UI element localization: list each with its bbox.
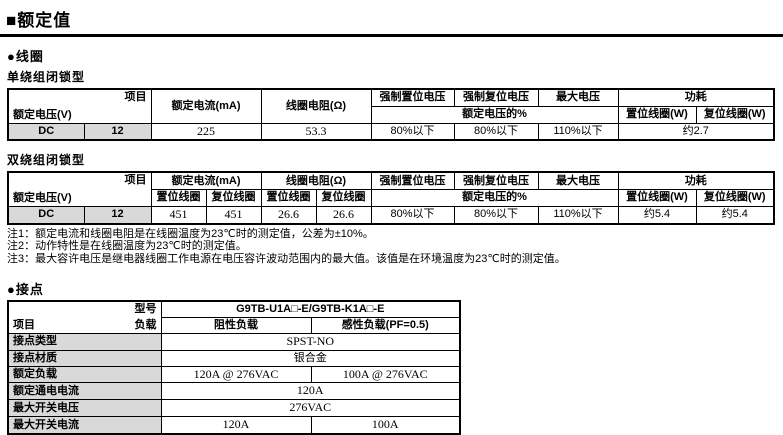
must-reset-voltage-cell: 80%以下 xyxy=(453,122,539,141)
set-coil-subheader: 置位线圈 xyxy=(260,188,317,207)
coil-section-heading: ●线圈 xyxy=(7,49,44,64)
double-coil-table: 项目 额定电压(V) 额定电流(mA) 线圈电阻(Ω) 强制置位电压 强制复位电… xyxy=(7,171,775,225)
rated-load-label: 额定负载 xyxy=(7,365,162,384)
contact-section-heading: ●接点 xyxy=(7,282,44,298)
title-rule xyxy=(0,34,783,37)
corner-item-label: 项目 xyxy=(124,174,147,187)
set-resistance-cell: 26.6 xyxy=(260,205,317,225)
contact-material-value: 银合金 xyxy=(160,349,461,367)
rated-current-header: 额定电流(mA) xyxy=(150,88,262,124)
page-title: ■额定值 xyxy=(6,11,72,30)
corner-voltage-label: 额定电压(V) xyxy=(13,192,72,205)
coil-resistance-header: 线圈电阻(Ω) xyxy=(260,171,372,190)
single-coil-subtitle: 单绕组闭锁型 xyxy=(7,70,86,84)
reset-coil-w-header: 复位线圈(W) xyxy=(695,188,775,207)
coil-resistance-cell: 53.3 xyxy=(260,122,372,141)
reset-coil-subheader: 复位线圈 xyxy=(315,188,372,207)
rated-load-resistive-value: 120A @ 276VAC xyxy=(160,365,312,384)
power-header: 功耗 xyxy=(617,171,775,190)
set-coil-w-header: 置位线圈(W) xyxy=(617,188,697,207)
must-set-voltage-header: 强制置位电压 xyxy=(370,171,455,190)
resistive-load-header: 阻性负载 xyxy=(160,316,312,334)
max-voltage-header: 最大电压 xyxy=(537,171,619,190)
corner-item-label: 项目 xyxy=(124,91,147,103)
voltage-value-cell: 12 xyxy=(83,122,152,141)
contact-type-value: SPST-NO xyxy=(160,332,461,351)
set-coil-subheader: 置位线圈 xyxy=(150,188,207,207)
max-voltage-cell: 110%以下 xyxy=(537,205,619,225)
max-switching-current-inductive-value: 100A xyxy=(310,415,461,435)
must-reset-voltage-header: 强制复位电压 xyxy=(453,171,539,190)
corner-header-cell: 项目 额定电压(V) xyxy=(7,171,152,207)
rated-current-header: 额定电流(mA) xyxy=(150,171,262,190)
contact-table: 型号 项目 负载 G9TB-U1A□-E/G9TB-K1A□-E 阻性负载 感性… xyxy=(7,300,461,435)
max-voltage-header: 最大电压 xyxy=(537,88,619,107)
reset-power-cell: 约5.4 xyxy=(695,205,775,225)
max-switching-current-resistive-value: 120A xyxy=(160,415,312,435)
reset-coil-w-header: 复位线圈(W) xyxy=(695,105,775,124)
corner-item-label: 项目 xyxy=(13,319,35,332)
pct-of-rated-header: 额定电压的% xyxy=(370,105,619,124)
max-switching-current-label: 最大开关电流 xyxy=(7,415,162,435)
datasheet-page: ■额定值 ●线圈 单绕组闭锁型 项目 额定电压(V) 额定电流(mA) 线圈电阻… xyxy=(0,11,783,435)
contact-corner-cell: 型号 项目 负载 xyxy=(7,300,162,334)
table-row: 最大开关电流 120A 100A xyxy=(7,415,461,435)
rated-carry-current-label: 额定通电电流 xyxy=(7,382,162,401)
must-set-voltage-header: 强制置位电压 xyxy=(370,88,455,107)
rated-current-cell: 225 xyxy=(150,122,262,141)
double-coil-subtitle: 双绕组闭锁型 xyxy=(7,153,86,168)
note-2: 注2：动作特性是在线圈温度为23℃时的测定值。 xyxy=(7,240,247,253)
table-row: 额定通电电流 120A xyxy=(7,382,461,401)
note-1: 注1：额定电流和线圈电阻是在线圈温度为23℃时的测定值，公差为±10%。 xyxy=(7,227,374,240)
coil-resistance-header: 线圈电阻(Ω) xyxy=(260,88,372,124)
contact-type-label: 接点类型 xyxy=(7,332,162,351)
voltage-value-cell: 12 xyxy=(83,205,152,225)
set-coil-w-header: 置位线圈(W) xyxy=(617,105,697,124)
contact-material-label: 接点材质 xyxy=(7,349,162,367)
set-power-cell: 约5.4 xyxy=(617,205,697,225)
notes: 注1：额定电流和线圈电阻是在线圈温度为23℃时的测定值，公差为±10%。 注2：… xyxy=(7,227,783,266)
corner-model-label: 型号 xyxy=(134,303,157,316)
inductive-load-header: 感性负载(PF=0.5) xyxy=(310,316,461,334)
must-reset-voltage-cell: 80%以下 xyxy=(453,205,539,225)
must-set-voltage-cell: 80%以下 xyxy=(370,205,455,225)
voltage-type-cell: DC xyxy=(7,205,85,225)
power-cell: 约2.7 xyxy=(617,122,775,141)
max-switching-voltage-value: 276VAC xyxy=(160,399,461,417)
reset-resistance-cell: 26.6 xyxy=(315,205,372,225)
must-reset-voltage-header: 强制复位电压 xyxy=(453,88,539,107)
max-voltage-cell: 110%以下 xyxy=(537,122,619,141)
corner-load-label: 负载 xyxy=(134,319,157,332)
rated-carry-current-value: 120A xyxy=(160,382,461,401)
set-current-cell: 451 xyxy=(150,205,207,225)
table-row: 额定负载 120A @ 276VAC 100A @ 276VAC xyxy=(7,365,461,384)
corner-voltage-label: 额定电压(V) xyxy=(13,108,72,121)
must-set-voltage-cell: 80%以下 xyxy=(370,122,455,141)
model-number-header: G9TB-U1A□-E/G9TB-K1A□-E xyxy=(160,300,461,318)
rated-load-inductive-value: 100A @ 276VAC xyxy=(310,365,461,384)
corner-header-cell: 项目 额定电压(V) xyxy=(7,88,152,124)
reset-current-cell: 451 xyxy=(205,205,262,225)
table-row: 接点类型 SPST-NO xyxy=(7,332,461,351)
max-switching-voltage-label: 最大开关电压 xyxy=(7,399,162,417)
table-row: 接点材质 银合金 xyxy=(7,349,461,367)
note-3: 注3：最大容许电压是继电器线圈工作电源在电压容许波动范围内的最大值。该值是在环境… xyxy=(7,252,566,265)
power-header: 功耗 xyxy=(617,88,775,107)
table-row: 最大开关电压 276VAC xyxy=(7,399,461,417)
pct-of-rated-header: 额定电压的% xyxy=(370,188,619,207)
single-coil-table: 项目 额定电压(V) 额定电流(mA) 线圈电阻(Ω) 强制置位电压 强制复位电… xyxy=(7,88,775,142)
reset-coil-subheader: 复位线圈 xyxy=(205,188,262,207)
voltage-type-cell: DC xyxy=(7,122,85,141)
